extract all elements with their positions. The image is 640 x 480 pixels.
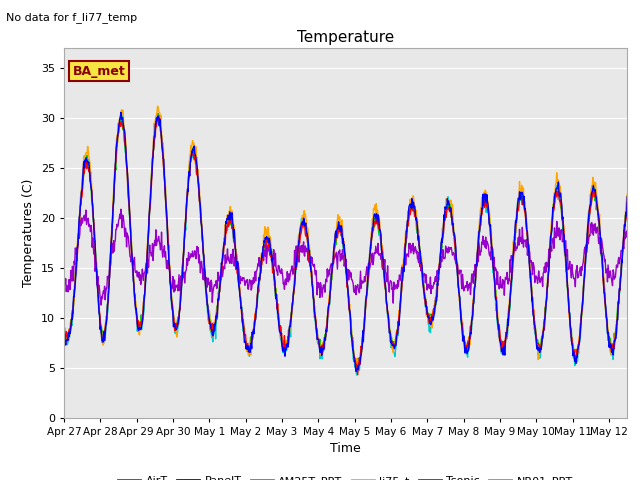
Text: No data for f_li77_temp: No data for f_li77_temp [6, 12, 138, 23]
X-axis label: Time: Time [330, 442, 361, 455]
Y-axis label: Temperatures (C): Temperatures (C) [22, 179, 35, 287]
Title: Temperature: Temperature [297, 30, 394, 46]
Legend: AirT, PanelT, AM25T_PRT, li75_t, Tsonic, NR01_PRT: AirT, PanelT, AM25T_PRT, li75_t, Tsonic,… [114, 471, 577, 480]
Text: BA_met: BA_met [72, 65, 125, 78]
